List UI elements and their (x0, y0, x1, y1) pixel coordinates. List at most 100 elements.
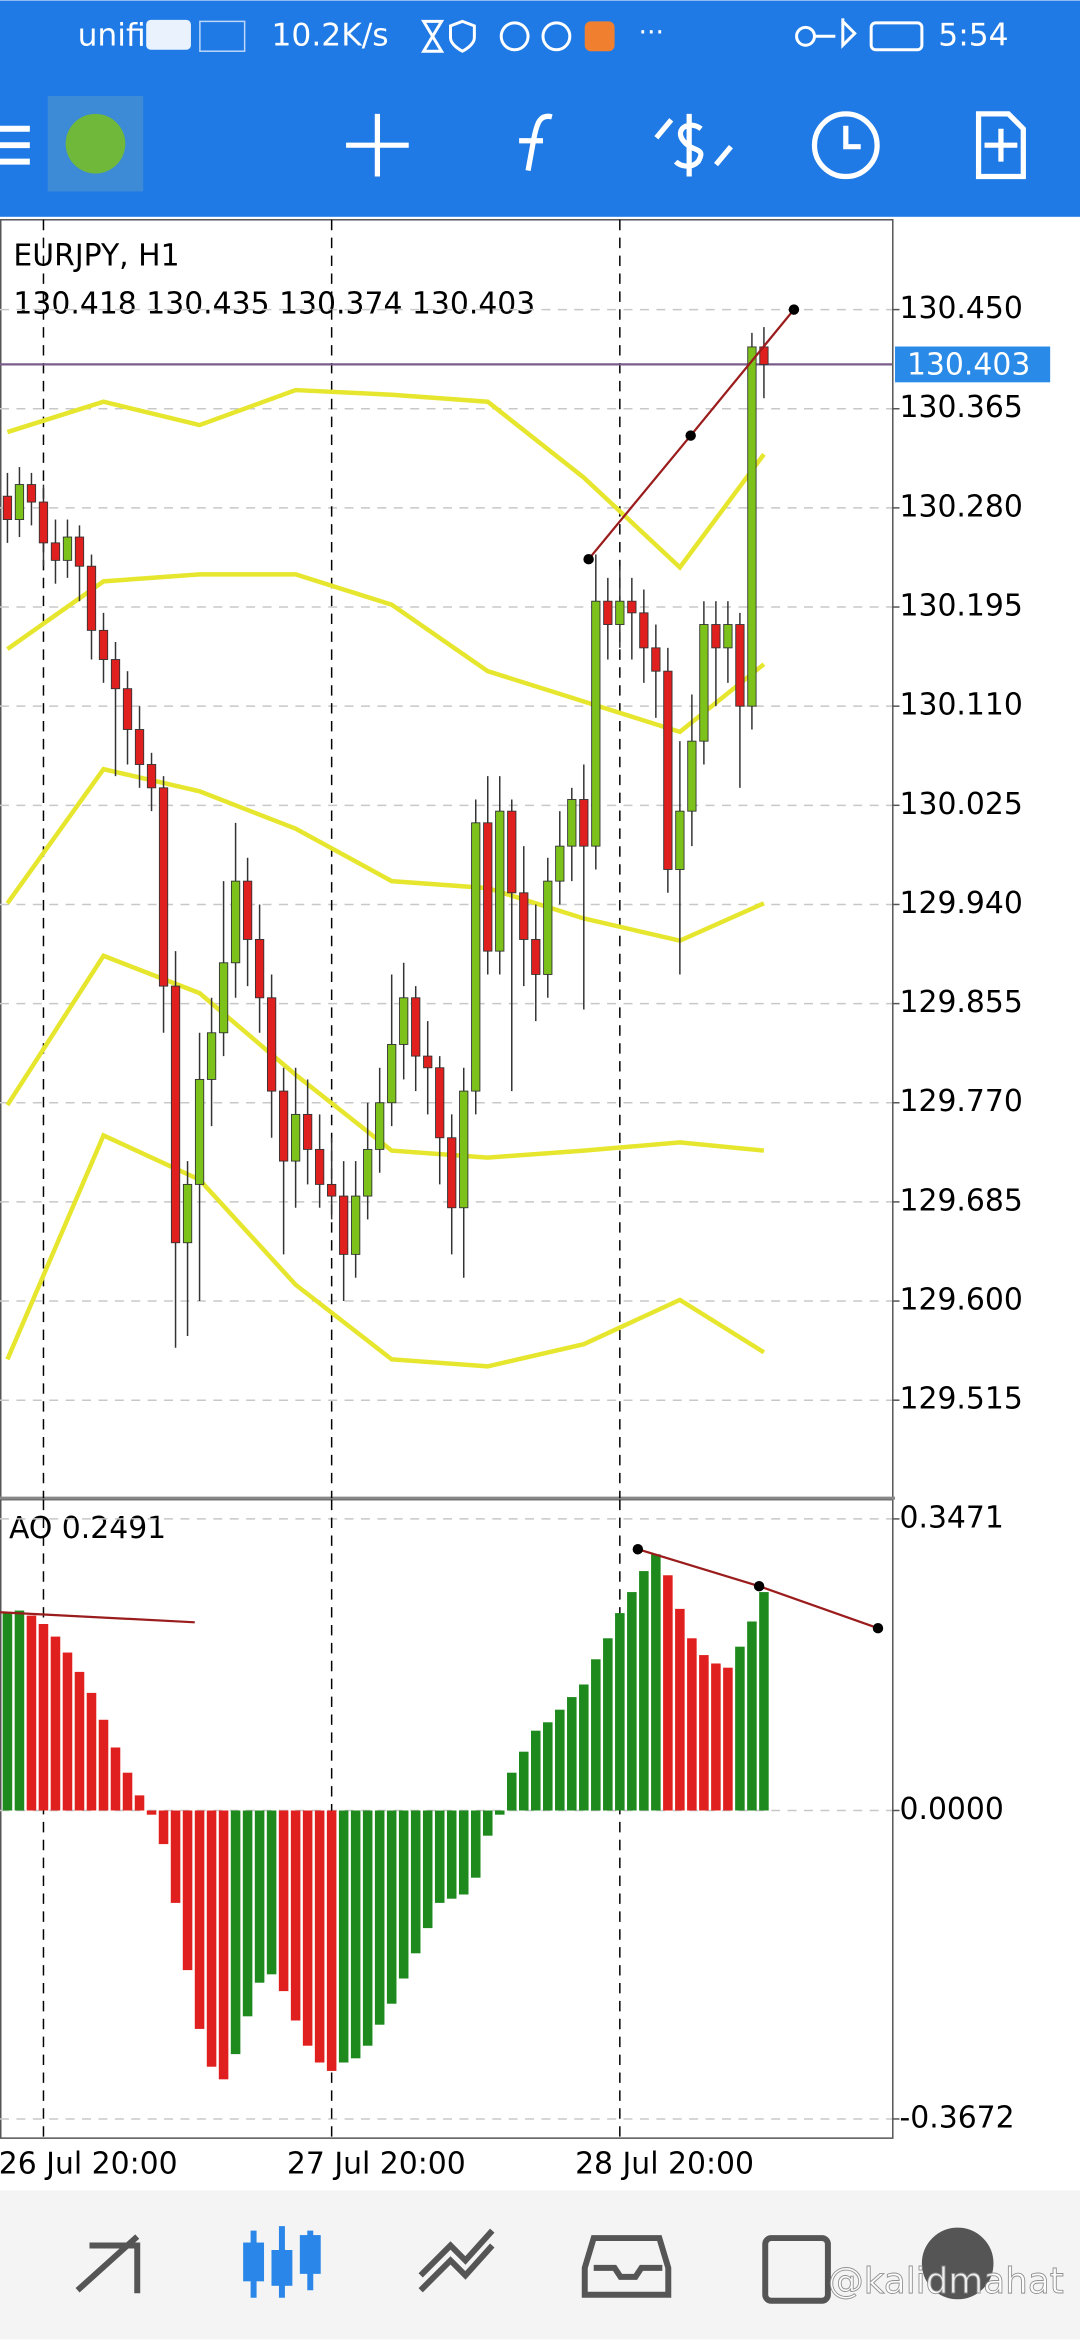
indicator-button[interactable] (519, 113, 553, 172)
candle-body (303, 1113, 313, 1150)
candle-body (50, 542, 61, 561)
candle-body (170, 985, 181, 1244)
nav-chat[interactable] (921, 2227, 994, 2300)
nav-trade[interactable] (418, 2228, 495, 2293)
ao-bar (747, 1621, 757, 1811)
y-tick-label: 0.3471 (900, 1500, 1004, 1535)
y-tick-label: -0.3672 (900, 2100, 1015, 2135)
ao-bar (158, 1810, 169, 1845)
indicator-line (6, 572, 766, 735)
ao-bar (615, 1613, 625, 1811)
y-tick-label: 130.195 (900, 589, 1023, 624)
indicator-line (5, 766, 765, 943)
x-tick-label: 26 Jul 20:00 (0, 2146, 178, 2181)
trendline-point (753, 1580, 765, 1592)
y-tick-label: 130.365 (900, 390, 1023, 425)
candle-body (531, 939, 541, 975)
candle-body (699, 624, 709, 742)
ao-bar (458, 1810, 469, 1895)
ao-bar (627, 1592, 637, 1811)
ao-panel (0, 1498, 894, 2139)
y-tick-label: 0.0000 (900, 1792, 1004, 1827)
menu-button[interactable] (0, 125, 30, 165)
ao-bar (86, 1692, 97, 1811)
ao-bar (26, 1615, 37, 1811)
new-order-button[interactable] (975, 111, 1026, 180)
ao-bar (326, 1810, 337, 2071)
ao-bar (482, 1810, 493, 1836)
x-tick-label: 28 Jul 20:00 (575, 2146, 754, 2181)
ao-bar (723, 1667, 733, 1811)
crosshair-button[interactable] (346, 113, 409, 177)
x-tick-label: 27 Jul 20:00 (287, 2146, 466, 2181)
y-tick-label: 130.450 (900, 291, 1023, 326)
candle-body (723, 624, 733, 649)
ao-bar (410, 1810, 421, 1954)
ao-bar (639, 1571, 649, 1811)
candle-body (206, 1032, 217, 1080)
candle-body (98, 629, 109, 660)
candle-body (399, 997, 409, 1045)
candle-body (483, 822, 493, 952)
y-tick-label: 130.110 (900, 688, 1023, 723)
ao-bar (98, 1719, 109, 1811)
ao-bar (675, 1608, 685, 1811)
ao-bar (278, 1810, 289, 1992)
ao-bar (518, 1751, 529, 1811)
nav-chart[interactable] (243, 2226, 321, 2298)
ao-bar (687, 1638, 697, 1811)
ao-bar (446, 1810, 457, 1899)
candle-body (639, 612, 649, 649)
more-dots: ··· (638, 17, 664, 48)
candle-body (74, 536, 85, 567)
candle-body (447, 1137, 457, 1209)
ao-bar (122, 1772, 133, 1811)
candle-body (459, 1090, 469, 1209)
ao-title: AO 0.2491 (9, 1511, 166, 1546)
nav-quotes[interactable] (75, 2234, 141, 2294)
nav-history[interactable] (581, 2235, 672, 2298)
trendline-point (632, 1544, 644, 1555)
trendline-point (685, 430, 696, 441)
trade-button[interactable] (654, 113, 733, 177)
trendline-point (583, 553, 594, 565)
period-button[interactable] (811, 111, 880, 180)
ao-bar (422, 1810, 433, 1929)
candle-body (2, 495, 13, 520)
candle-body (146, 764, 157, 789)
ao-bar (543, 1722, 553, 1811)
toolbar (346, 111, 1026, 180)
candle-body (14, 484, 25, 520)
ao-bar (266, 1810, 277, 1975)
app-logo-globe (65, 113, 126, 174)
ao-bar (374, 1810, 385, 2025)
bottom-nav (0, 2190, 1080, 2340)
ao-bar (110, 1747, 121, 1811)
nav-news[interactable] (762, 2235, 831, 2304)
candle-body (110, 659, 121, 690)
ao-bar (146, 1810, 157, 1815)
ao-bar (194, 1810, 205, 2029)
candle-body (194, 1078, 205, 1185)
candle-body (507, 810, 517, 894)
candle-body (158, 787, 169, 987)
ao-bar (506, 1772, 517, 1811)
candle-body (687, 740, 697, 812)
candle-body (555, 845, 565, 882)
candle-body (266, 997, 277, 1092)
candle-body (62, 536, 73, 561)
candle-body (26, 484, 37, 503)
candle-body (182, 1183, 193, 1244)
net-speed: 10.2K/s (271, 17, 388, 53)
ao-bar (434, 1810, 445, 1903)
ao-bar (182, 1810, 193, 1971)
ao-bar (134, 1795, 145, 1811)
ohlc-readout: 130.418 130.435 130.374 130.403 (13, 286, 535, 321)
ao-bar (2, 1612, 13, 1811)
candle-body (615, 600, 625, 625)
candle-body (411, 997, 421, 1057)
ao-bar (494, 1810, 505, 1815)
candle-body (242, 880, 253, 940)
